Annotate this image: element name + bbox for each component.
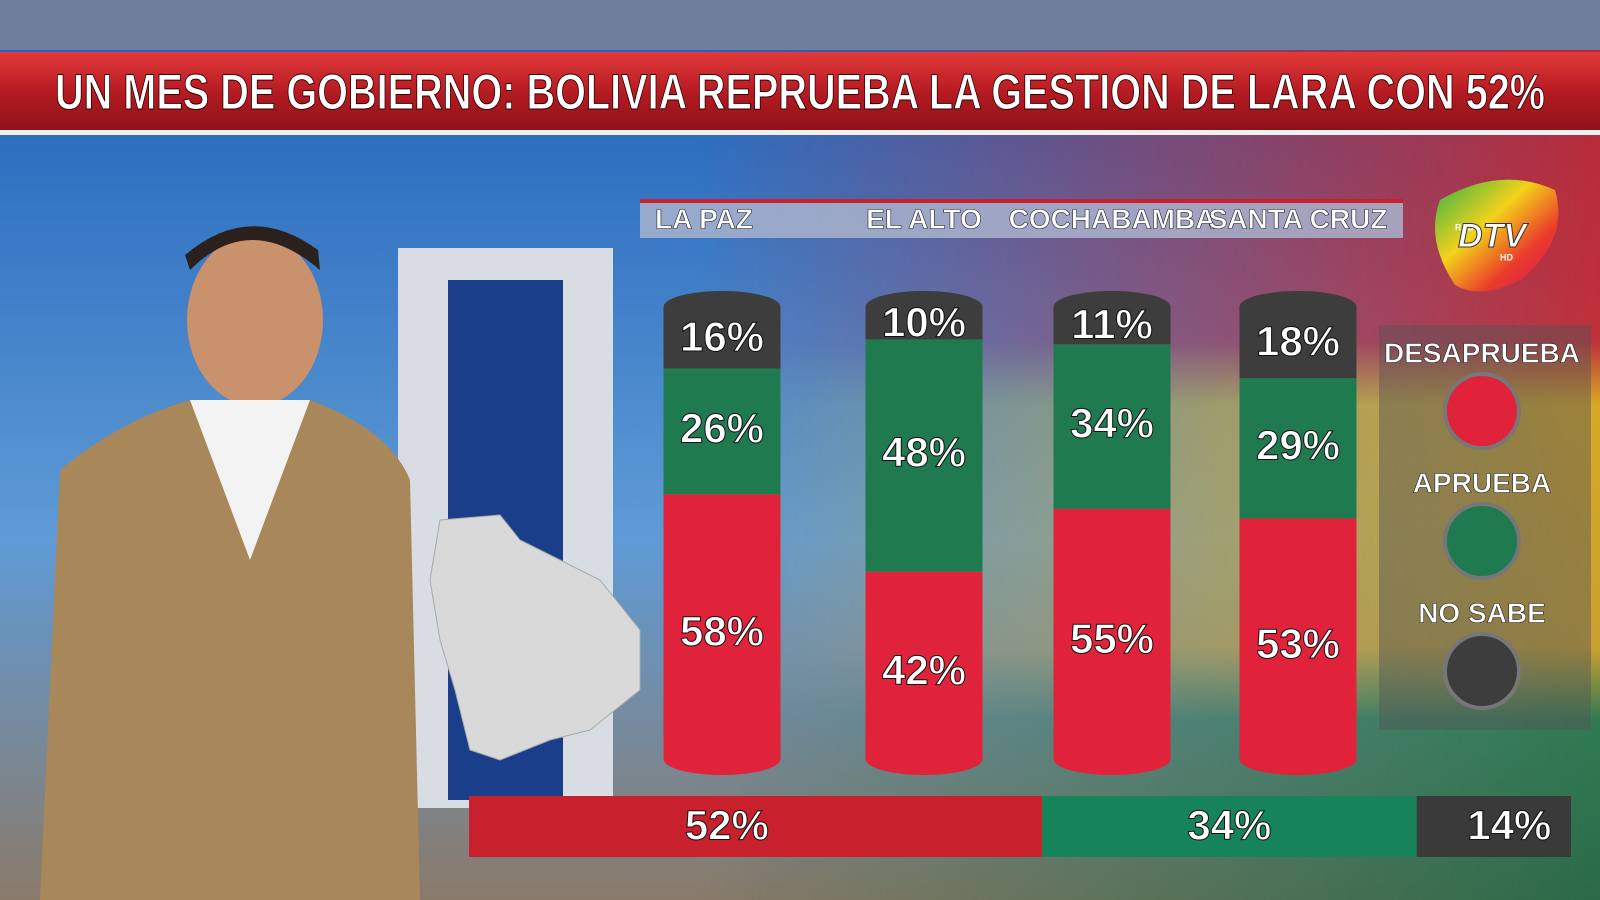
bar-segment: [865, 291, 983, 340]
column: [1239, 291, 1357, 775]
data-label: 18%: [1256, 318, 1340, 365]
x-tick-label: EL ALTO: [866, 203, 982, 234]
legend-swatch: [1443, 632, 1521, 710]
data-label: 34%: [1070, 400, 1154, 447]
category-strip-line: [640, 199, 1403, 203]
logo-shape: [1435, 179, 1559, 292]
bar-segment: [1416, 796, 1571, 857]
person-jacket: [40, 400, 420, 900]
bar-segment: [865, 571, 983, 775]
legend-swatch: [1443, 372, 1521, 450]
bar-segment: [663, 291, 781, 369]
top-strip: [0, 0, 1600, 50]
person-shirt: [190, 400, 310, 560]
title-underline: [0, 130, 1600, 135]
bar-segment: [663, 368, 781, 495]
logo-hd: HD: [1500, 252, 1513, 262]
bar-segment: [1239, 518, 1357, 775]
data-label: 52%: [685, 802, 769, 849]
bar-segment: [1053, 291, 1171, 345]
column: [663, 291, 781, 775]
legend-label: NO SABE: [1418, 597, 1546, 628]
data-label: 55%: [1070, 615, 1154, 662]
chart-title: UN MES DE GOBIERNO: BOLIVIA REPRUEBA LA …: [55, 64, 1545, 120]
x-tick-label: LA PAZ: [655, 203, 753, 234]
data-label: 58%: [680, 608, 764, 655]
bar-segment: [1239, 291, 1357, 379]
logo-small: RED: [1455, 222, 1475, 232]
bar-segment: [1239, 378, 1357, 519]
person-head: [187, 234, 323, 406]
legend-label: APRUEBA: [1413, 467, 1551, 498]
bolivia-map: [429, 514, 641, 761]
bar-segment: [1053, 508, 1171, 775]
legend-label: DESAPRUEBA: [1384, 337, 1580, 368]
data-label: 11%: [1071, 301, 1153, 348]
column: [865, 291, 983, 775]
legend-swatch: [1443, 502, 1521, 580]
data-label: 53%: [1256, 620, 1340, 667]
bar-segment: [1042, 796, 1417, 857]
category-strip: [640, 202, 1403, 238]
logo-text: DTV: [1458, 217, 1529, 255]
person-hair: [185, 226, 320, 270]
data-label: 14%: [1467, 802, 1551, 849]
column: [1053, 291, 1171, 775]
data-label: 16%: [680, 313, 764, 360]
logo: RED DTV HD: [1435, 179, 1559, 292]
data-label: 26%: [680, 404, 764, 451]
x-tick-label: SANTA CRUZ: [1209, 203, 1388, 234]
bar-segment: [663, 494, 781, 775]
data-label: 48%: [882, 429, 966, 476]
data-label: 29%: [1256, 421, 1340, 468]
bar-segment: [1053, 344, 1171, 509]
x-tick-label: COCHABAMBA: [1009, 203, 1216, 234]
bar-segment: [865, 339, 983, 572]
title-banner: [0, 52, 1600, 134]
bar-segment: [469, 796, 1043, 857]
data-label: 10%: [882, 298, 966, 345]
data-label: 42%: [882, 646, 966, 693]
data-label: 34%: [1187, 802, 1271, 849]
